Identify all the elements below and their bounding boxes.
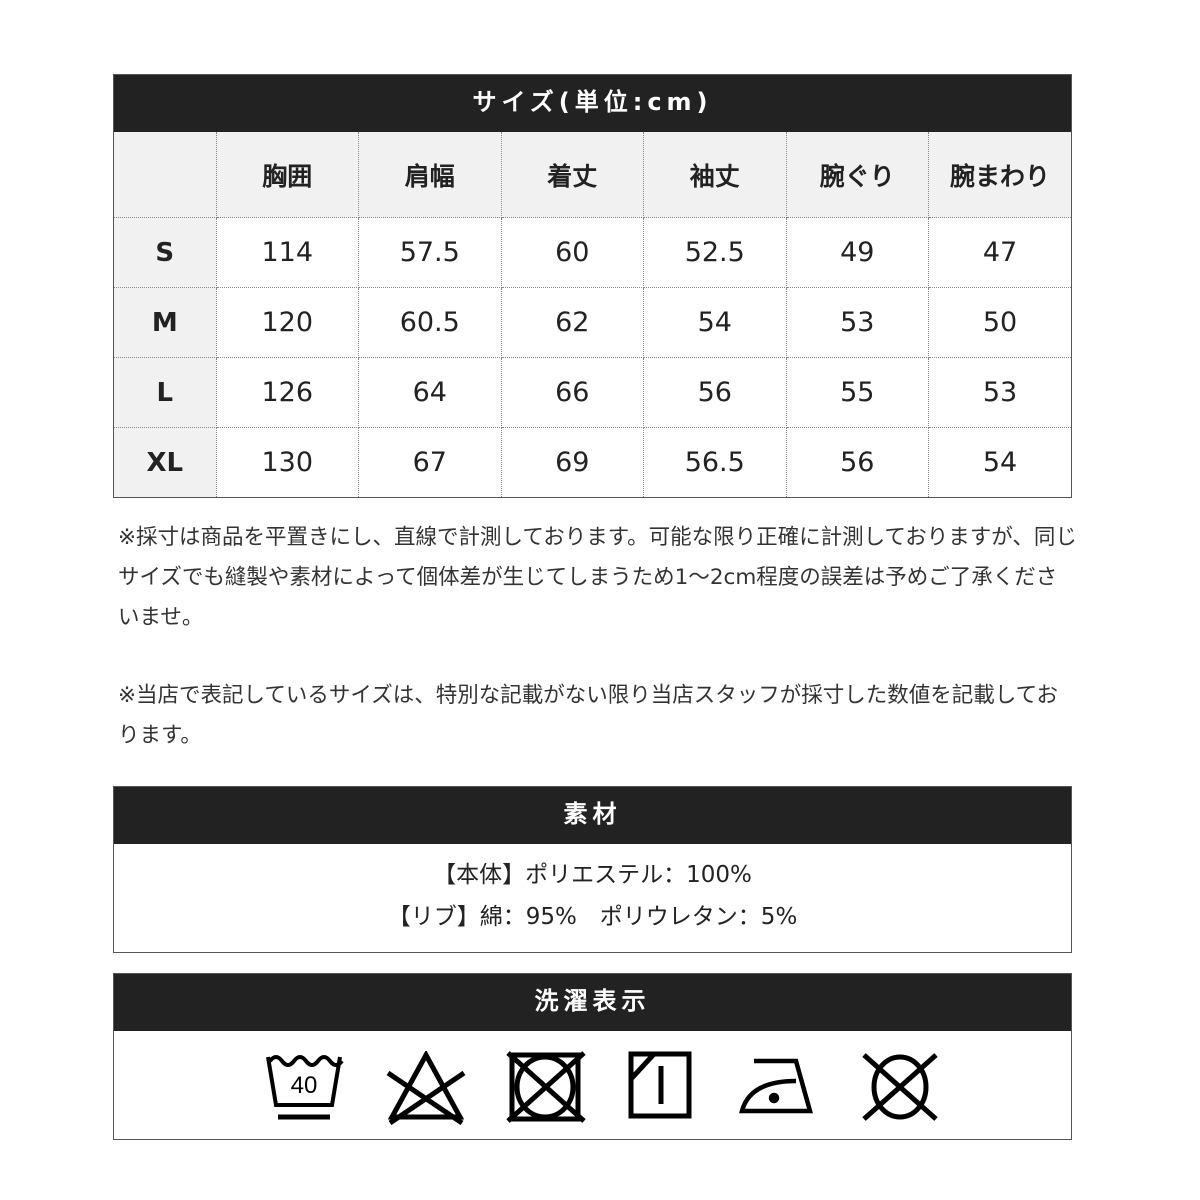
- table-cell: 64: [358, 357, 502, 428]
- table-header-row: 胸囲 肩幅 着丈 袖丈 腕ぐり 腕まわり: [114, 132, 1071, 218]
- line-dry-shade-icon: [628, 1051, 692, 1119]
- table-cell: 50: [928, 287, 1071, 358]
- size-label: S: [114, 217, 217, 288]
- table-row: XL 130 67 69 56.5 56 54: [114, 427, 1071, 497]
- table-cell: 53: [785, 287, 929, 358]
- measurement-note: ※採寸は商品を平置きにし、直線で計測しております。可能な限り正確に計測しておりま…: [118, 525, 1077, 630]
- table-cell: 120: [215, 287, 359, 358]
- table-cell: 114: [215, 217, 359, 288]
- size-table: 胸囲 肩幅 着丈 袖丈 腕ぐり 腕まわり S 114 57.5 60 52.5 49 47 M 120 60.…: [114, 132, 1071, 497]
- size-table-title: サイズ(単位:cm): [114, 75, 1071, 132]
- table-row: M 120 60.5 62 54 53 50: [114, 287, 1071, 358]
- column-header: [114, 132, 217, 218]
- column-header: 腕ぐり: [785, 132, 929, 218]
- column-header: 袖丈: [643, 132, 787, 218]
- size-source-note: ※当店で表記しているサイズは、特別な記載がない限り当店スタッフが採寸した数値を記…: [118, 683, 1058, 748]
- table-cell: 47: [928, 217, 1071, 288]
- size-label: XL: [114, 427, 217, 497]
- material-rib: 【リブ】綿：95% ポリウレタン：5%: [387, 904, 798, 930]
- table-cell: 57.5: [358, 217, 502, 288]
- material-title: 素材: [114, 787, 1071, 844]
- size-label: M: [114, 287, 217, 358]
- table-cell: 67: [358, 427, 502, 497]
- material-body: 【本体】ポリエステル：100%: [433, 862, 752, 888]
- table-cell: 69: [500, 427, 644, 497]
- no-bleach-icon: [386, 1051, 466, 1125]
- table-cell: 56: [785, 427, 929, 497]
- iron-low-icon: [739, 1058, 813, 1114]
- table-row: S 114 57.5 60 52.5 49 47: [114, 217, 1071, 288]
- column-header: 胸囲: [215, 132, 359, 218]
- table-cell: 56: [643, 357, 787, 428]
- no-dry-clean-icon: [862, 1053, 938, 1121]
- table-row: L 126 64 66 56 55 53: [114, 357, 1071, 428]
- table-cell: 126: [215, 357, 359, 428]
- wash-40-gentle-icon: 40: [266, 1055, 344, 1120]
- table-cell: 52.5: [643, 217, 787, 288]
- care-section: 洗濯表示 40: [113, 973, 1072, 1140]
- table-cell: 60: [500, 217, 644, 288]
- no-tumble-dry-icon: [506, 1051, 586, 1123]
- column-header: 着丈: [500, 132, 644, 218]
- size-label: L: [114, 357, 217, 428]
- column-header: 肩幅: [358, 132, 502, 218]
- care-title: 洗濯表示: [114, 974, 1071, 1031]
- table-cell: 49: [785, 217, 929, 288]
- table-cell: 60.5: [358, 287, 502, 358]
- svg-text:40: 40: [291, 1072, 318, 1099]
- table-cell: 53: [928, 357, 1071, 428]
- column-header: 腕まわり: [928, 132, 1071, 218]
- size-table-section: サイズ(単位:cm) 胸囲 肩幅 着丈 袖丈 腕ぐり 腕まわり S 114 57.5 60 52.5…: [113, 74, 1072, 498]
- table-cell: 66: [500, 357, 644, 428]
- table-cell: 54: [928, 427, 1071, 497]
- table-cell: 56.5: [643, 427, 787, 497]
- table-cell: 62: [500, 287, 644, 358]
- material-section: 素材 【本体】ポリエステル：100% 【リブ】綿：95% ポリウレタン：5%: [113, 786, 1072, 953]
- table-cell: 54: [643, 287, 787, 358]
- table-cell: 55: [785, 357, 929, 428]
- table-cell: 130: [215, 427, 359, 497]
